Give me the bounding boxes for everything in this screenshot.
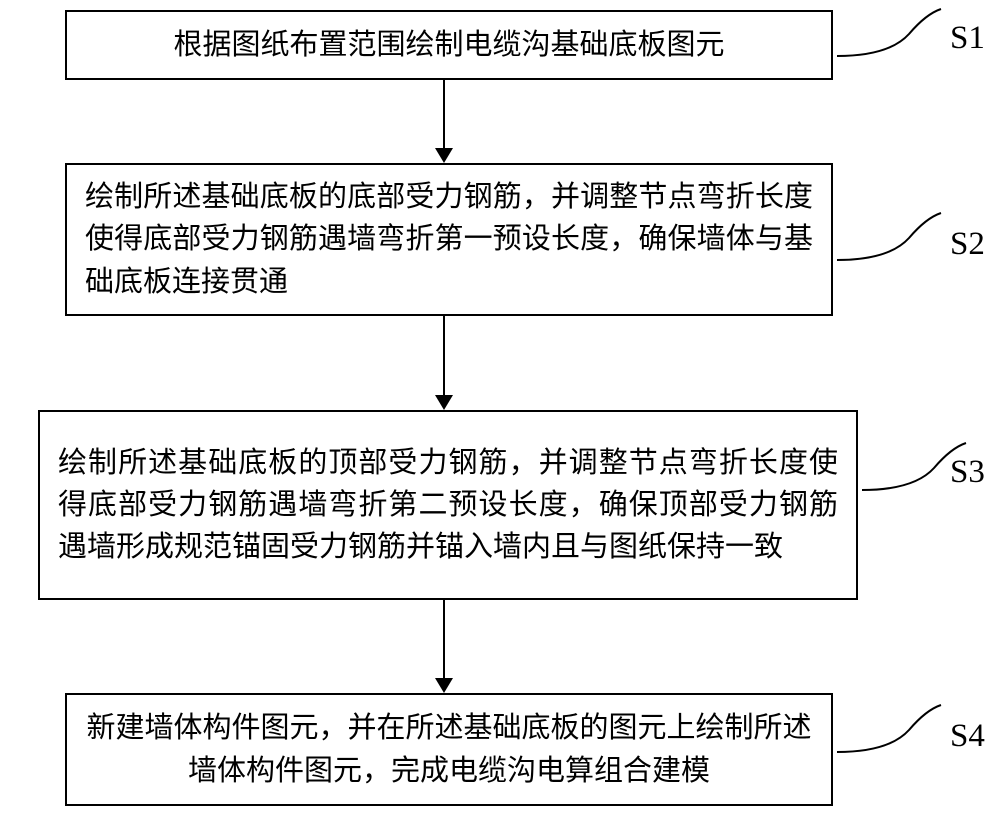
- leader-curve-s3: [859, 440, 969, 495]
- leader-curve-s4: [834, 702, 944, 757]
- step-label-s2: S2: [950, 226, 985, 263]
- step-text-s4: 新建墙体构件图元，并在所述基础底板的图元上绘制所述墙体构件图元，完成电缆沟电算组…: [85, 707, 813, 791]
- step-label-s1: S1: [950, 20, 985, 57]
- arrow-line: [443, 600, 445, 678]
- step-box-s4: 新建墙体构件图元，并在所述基础底板的图元上绘制所述墙体构件图元，完成电缆沟电算组…: [65, 693, 833, 806]
- leader-curve-s2: [834, 210, 944, 265]
- step-label-s4: S4: [950, 718, 985, 755]
- step-box-s1: 根据图纸布置范围绘制电缆沟基础底板图元: [65, 10, 833, 80]
- step-text-s3: 绘制所述基础底板的顶部受力钢筋，并调整节点弯折长度使得底部受力钢筋遇墙弯折第二预…: [58, 442, 838, 568]
- arrow-head-icon: [435, 395, 453, 410]
- leader-curve-s1: [834, 6, 944, 61]
- arrow-s1-s2: [435, 80, 453, 163]
- step-box-s3: 绘制所述基础底板的顶部受力钢筋，并调整节点弯折长度使得底部受力钢筋遇墙弯折第二预…: [38, 410, 858, 600]
- flowchart-container: 根据图纸布置范围绘制电缆沟基础底板图元 S1 绘制所述基础底板的底部受力钢筋，并调整…: [0, 0, 1000, 823]
- step-text-s2: 绘制所述基础底板的底部受力钢筋，并调整节点弯折长度使得底部受力钢筋遇墙弯折第一预…: [85, 176, 813, 302]
- step-box-s2: 绘制所述基础底板的底部受力钢筋，并调整节点弯折长度使得底部受力钢筋遇墙弯折第一预…: [65, 163, 833, 316]
- step-text-s1: 根据图纸布置范围绘制电缆沟基础底板图元: [173, 24, 724, 66]
- arrow-head-icon: [435, 148, 453, 163]
- arrow-s2-s3: [435, 316, 453, 410]
- arrow-line: [443, 316, 445, 395]
- arrow-line: [443, 80, 445, 148]
- arrow-s3-s4: [435, 600, 453, 693]
- arrow-head-icon: [435, 678, 453, 693]
